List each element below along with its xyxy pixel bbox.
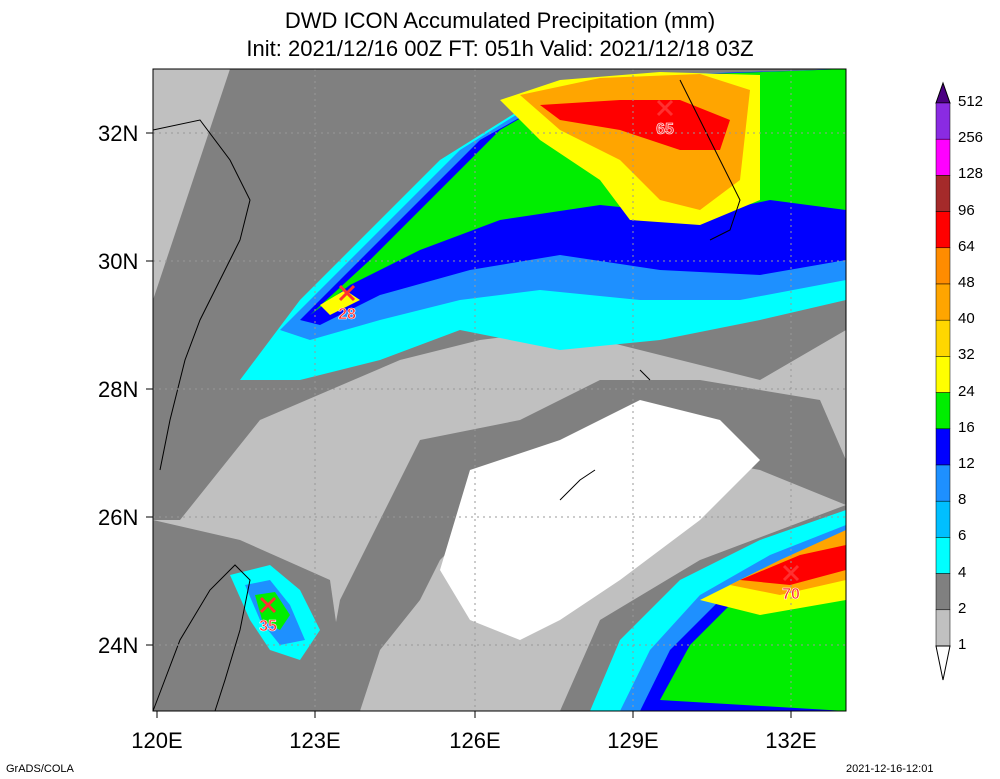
colorbar-label: 48 [958, 274, 975, 291]
max-marker-65 [656, 99, 674, 117]
colorbar-label: 24 [958, 382, 975, 400]
max-marker-28 [338, 284, 356, 302]
max-marker-70 [782, 564, 800, 582]
footer-timestamp: 2021-12-16-12:01 [846, 763, 934, 775]
colorbar-swatch [935, 500, 951, 538]
coastlines [152, 79, 741, 712]
colorbar-swatch [935, 283, 951, 321]
dry-area [440, 400, 760, 640]
colorbar-swatch [935, 609, 951, 647]
colorbar-label: 32 [958, 346, 975, 364]
colorbar-label: 1 [958, 636, 967, 653]
colorbar-label: 12 [958, 455, 975, 472]
colorbar-swatch [935, 211, 951, 249]
lon-label-123e: 123E [289, 728, 341, 753]
colorbar-swatch [935, 537, 951, 574]
colorbar-swatch [935, 102, 951, 140]
axis-ticks [146, 132, 792, 718]
colorbar-swatch [935, 428, 951, 466]
lat-label-28n: 28N [98, 377, 139, 402]
colorbar-label: 128 [958, 165, 984, 183]
colorbar-label: 6 [958, 527, 967, 545]
max-label-35: 35 [259, 618, 277, 635]
colorbar-swatch [935, 319, 951, 357]
colorbar-label: 40 [958, 310, 975, 328]
colorbar-label: 8 [958, 491, 967, 509]
colorbar-swatch [935, 573, 951, 611]
max-label-70: 70 [782, 586, 800, 603]
precip-48mm-layer [540, 100, 846, 585]
max-label-28: 28 [338, 306, 356, 323]
colorbar-label: 96 [958, 201, 975, 219]
colorbar-top-arrow [935, 81, 951, 104]
colorbar-swatch [935, 247, 951, 285]
maxima-markers [259, 99, 800, 614]
colorbar-swatch [935, 464, 951, 502]
colorbar-swatch [935, 392, 951, 430]
colorbar [935, 81, 951, 681]
map-title: DWD ICON Accumulated Precipitation (mm) [284, 8, 716, 33]
colorbar-swatch [935, 356, 951, 393]
colorbar-label: 4 [958, 563, 967, 581]
grid-lines [153, 69, 846, 711]
max-label-65: 65 [656, 121, 674, 138]
lat-label-32n: 32N [98, 121, 139, 146]
colorbar-swatch [935, 138, 951, 176]
lon-label-129e: 129E [607, 728, 659, 753]
colorbar-swatch [935, 175, 951, 212]
max-marker-35 [259, 596, 277, 614]
plot-frame [152, 68, 847, 712]
colorbar-label: 16 [958, 418, 975, 436]
lat-label-26n: 26N [98, 505, 139, 530]
lon-label-132e: 132E [765, 728, 817, 753]
colorbar-label: 64 [958, 237, 975, 255]
colorbar-bottom-arrow [935, 645, 951, 681]
colorbar-label: 256 [958, 129, 984, 147]
lon-label-126e: 126E [449, 728, 501, 753]
map-subtitle: Init: 2021/12/16 00Z FT: 051h Valid: 202… [246, 36, 754, 61]
maxima-labels: 65 28 35 70 [259, 121, 800, 636]
colorbar-label: 2 [958, 599, 967, 617]
lat-label-30n: 30N [98, 249, 139, 274]
colorbar-label: 512 [958, 93, 984, 110]
lon-label-120e: 120E [131, 728, 183, 753]
footer-credit: GrADS/COLA [6, 763, 74, 775]
lat-label-24n: 24N [98, 633, 139, 658]
